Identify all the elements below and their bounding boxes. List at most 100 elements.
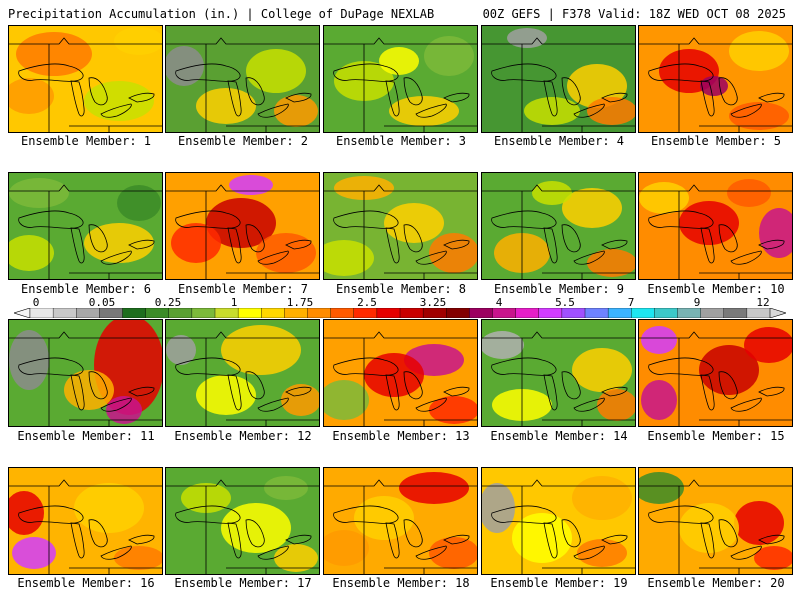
precip-map [9,26,162,132]
colorbar-tick-label: 2.5 [357,296,377,309]
ensemble-panel-1 [8,25,163,133]
precip-contour [700,76,728,96]
map-boundaries [639,331,792,426]
precip-contour [389,96,459,126]
precip-contour [399,472,469,504]
precip-contour [12,537,56,569]
precip-contour [482,331,524,359]
precip-contour [679,201,739,245]
precip-contour [274,95,318,127]
precip-contour [106,396,142,424]
colorbar-swatch [237,308,262,318]
colorbar-swatch [723,308,748,318]
ensemble-panel-12 [165,319,320,427]
colorbar-tick-label: 7 [627,296,635,309]
colorbar-swatch [492,308,517,318]
precip-map [639,320,792,426]
chart-title: Precipitation Accumulation (in.) | Colle… [8,7,435,21]
colorbar-swatch [29,308,54,318]
precip-contour [524,97,580,125]
colorbar-swatch [76,308,101,318]
colorbar-tick-label: 4 [495,296,503,309]
colorbar-tick-label: 0 [32,296,40,309]
ensemble-member-label: Ensemble Member: 1 [20,134,152,148]
map-boundaries [9,479,162,574]
colorbar-swatch [422,308,447,318]
map-boundaries [166,331,319,426]
ensemble-panel-16 [8,467,163,575]
precip-contour [114,546,162,570]
colorbar-tick-label: 3.25 [419,296,447,309]
precip-map [324,173,477,279]
colorbar-swatch [307,308,332,318]
map-boundaries [482,479,635,574]
precip-contour [264,476,308,500]
precip-contour [9,178,69,208]
colorbar-swatch [607,308,632,318]
precip-map [324,468,477,574]
ensemble-member-label: Ensemble Member: 5 [650,134,782,148]
run-valid-time: 00Z GEFS | F378 Valid: 18Z WED OCT 08 20… [482,7,786,21]
precip-contour [639,182,689,214]
precip-contour [324,530,369,566]
ensemble-member-label: Ensemble Member: 18 [332,576,470,590]
ensemble-member-label: Ensemble Member: 11 [17,429,155,443]
precip-contour [274,544,318,572]
precip-contour [562,188,622,228]
map-boundaries [482,37,635,132]
precip-contour [246,49,306,93]
precip-contour [429,537,477,569]
precip-contour [324,240,374,276]
precip-contour [679,503,739,553]
precip-contour [324,380,369,420]
precip-contour [74,483,144,533]
ensemble-member-label: Ensemble Member: 3 [335,134,467,148]
map-boundaries [482,184,635,279]
precip-contour [577,539,627,567]
ensemble-panel-18 [323,467,478,575]
map-boundaries [9,331,162,426]
ensemble-member-label: Ensemble Member: 6 [20,282,152,296]
precip-contour [727,179,771,207]
colorbar-swatch [631,308,656,318]
colorbar-swatch [145,308,170,318]
precip-contour [641,380,677,420]
precip-contour [221,325,301,375]
ensemble-member-label: Ensemble Member: 8 [335,282,467,296]
precip-contour [221,503,291,553]
precip-map [324,26,477,132]
precip-contour [16,32,92,76]
precip-contour [429,396,477,424]
colorbar-swatch [561,308,586,318]
ensemble-member-label: Ensemble Member: 17 [174,576,312,590]
ensemble-panel-13 [323,319,478,427]
colorbar-swatch [538,308,563,318]
precip-contour [429,233,477,273]
ensemble-member-label: Ensemble Member: 10 [647,282,785,296]
precip-contour [364,353,424,397]
ensemble-member-label: Ensemble Member: 16 [17,576,155,590]
precip-map [639,173,792,279]
precip-contour [229,175,273,195]
map-boundaries [9,184,162,279]
ensemble-panel-14 [481,319,636,427]
colorbar-swatch [353,308,378,318]
precip-contour [196,88,256,124]
colorbar-swatch [515,308,540,318]
precip-map [324,320,477,426]
precip-contour [754,546,792,570]
precip-contour [639,472,684,504]
precip-contour [572,476,632,520]
precip-contour [424,36,474,76]
colorbar-max-arrow [769,308,786,318]
colorbar-tick-label: 1.75 [286,296,314,309]
colorbar-swatch [122,308,147,318]
precip-contour [744,327,792,363]
colorbar-swatch [584,308,609,318]
ensemble-member-label: Ensemble Member: 15 [647,429,785,443]
colorbar-min-arrow [14,308,31,318]
ensemble-member-label: Ensemble Member: 20 [647,576,785,590]
precip-contour [507,28,547,48]
precip-contour [281,384,319,416]
precip-map [9,173,162,279]
